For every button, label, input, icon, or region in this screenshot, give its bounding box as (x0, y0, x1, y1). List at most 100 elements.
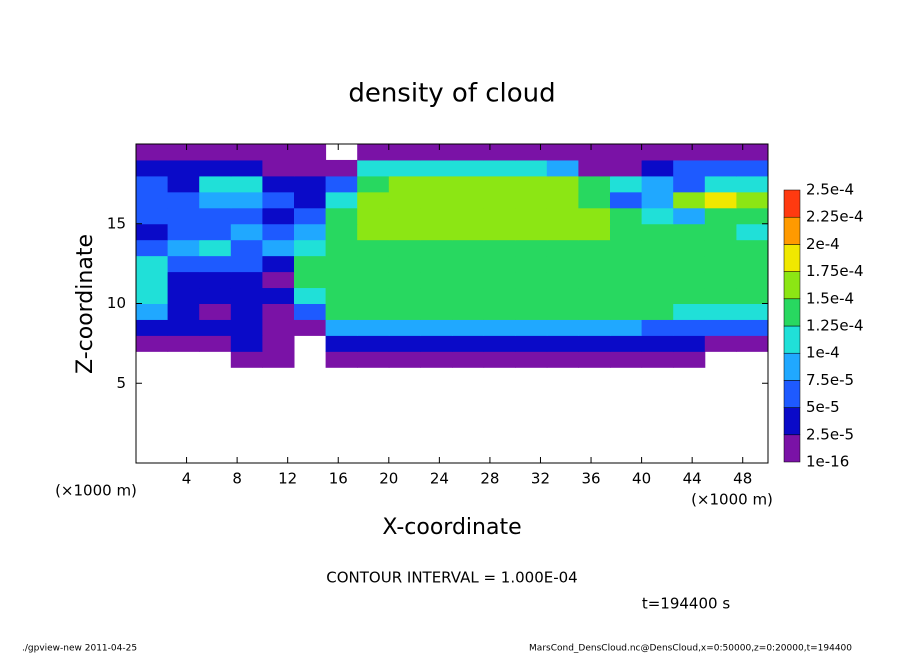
cell (578, 303, 611, 320)
cell (420, 255, 453, 273)
cell (578, 319, 611, 336)
cell (294, 144, 327, 161)
colorbar-label: 1.75e-4 (806, 262, 864, 280)
cell (452, 191, 485, 209)
cell (230, 239, 263, 257)
cell (199, 207, 232, 225)
cell (673, 287, 706, 304)
cell (294, 223, 327, 241)
cell (610, 271, 643, 289)
cell (294, 255, 327, 273)
cell (230, 144, 263, 161)
cell (610, 319, 643, 336)
cell (388, 303, 421, 320)
cell (736, 191, 769, 209)
cell (452, 144, 485, 161)
y-unit: (×1000 m) (55, 482, 137, 500)
cell (515, 335, 548, 352)
cell (199, 319, 232, 336)
cell (546, 175, 579, 193)
cell (294, 271, 327, 289)
cell (420, 191, 453, 209)
cell (704, 335, 737, 352)
cell (388, 255, 421, 273)
cell (483, 159, 516, 177)
cell (673, 335, 706, 352)
cell (167, 335, 200, 352)
cell (515, 319, 548, 336)
colorbar-label: 5e-5 (806, 398, 840, 416)
cell (704, 175, 737, 193)
cell (167, 144, 200, 161)
cell (452, 319, 485, 336)
cell (578, 191, 611, 209)
cell (230, 159, 263, 177)
cell (515, 207, 548, 225)
cell (546, 223, 579, 241)
y-tick-label: 5 (116, 374, 126, 392)
cell (515, 303, 548, 320)
cell (546, 191, 579, 209)
colorbar-label: 2e-4 (806, 235, 840, 253)
x-tick-label: 8 (232, 470, 242, 488)
cell (673, 175, 706, 193)
cell (515, 144, 548, 161)
cell (546, 351, 579, 368)
cell (420, 271, 453, 289)
cell (167, 239, 200, 257)
cell (230, 255, 263, 273)
cell (230, 175, 263, 193)
cell (420, 303, 453, 320)
cell (357, 223, 390, 241)
cell (641, 223, 674, 241)
cell (610, 144, 643, 161)
time-label: t=194400 s (642, 595, 730, 613)
x-tick-label: 48 (733, 470, 752, 488)
cell (546, 159, 579, 177)
cell (736, 287, 769, 304)
cell (262, 239, 295, 257)
cell (262, 303, 295, 320)
cell (546, 335, 579, 352)
cell (704, 239, 737, 257)
cell (199, 271, 232, 289)
cell (673, 239, 706, 257)
cell (388, 351, 421, 368)
cell (483, 287, 516, 304)
colorbar-box (783, 380, 801, 408)
colorbar-label: 1.25e-4 (806, 317, 864, 335)
cell (578, 207, 611, 225)
colorbar-label: 2.5e-4 (806, 181, 854, 199)
cell (515, 223, 548, 241)
cell (167, 271, 200, 289)
cell (452, 287, 485, 304)
cell (230, 303, 263, 320)
cell (546, 255, 579, 273)
cell (420, 351, 453, 368)
cell (452, 239, 485, 257)
cell (578, 175, 611, 193)
cell (483, 175, 516, 193)
cell (578, 223, 611, 241)
cell (673, 271, 706, 289)
cell (546, 319, 579, 336)
cell (167, 319, 200, 336)
cell (641, 319, 674, 336)
cell (483, 239, 516, 257)
x-tick-label: 36 (581, 470, 600, 488)
cell (736, 175, 769, 193)
cell (610, 191, 643, 209)
cell (230, 287, 263, 304)
cell (704, 287, 737, 304)
cell (641, 255, 674, 273)
cell (294, 207, 327, 225)
cell (673, 144, 706, 161)
cell (357, 335, 390, 352)
cell (515, 191, 548, 209)
cell (167, 223, 200, 241)
cell (294, 191, 327, 209)
cell (578, 159, 611, 177)
cell (610, 255, 643, 273)
cell (704, 319, 737, 336)
